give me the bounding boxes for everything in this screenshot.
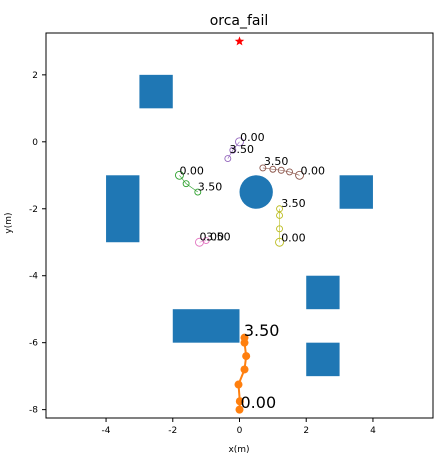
human-position-marker [295, 170, 305, 180]
x-tick-label: -2 [168, 426, 177, 436]
goal-star-marker [234, 36, 245, 46]
obstacle-rect [172, 309, 240, 343]
human-time-label: 3.50 [281, 197, 306, 210]
human-position-marker [174, 170, 184, 180]
y-tick-label: 2 [32, 71, 38, 81]
human-time-label: 3.50 [264, 155, 289, 168]
x-tick-label: 0 [237, 426, 243, 436]
human-time-label: 0.00 [281, 232, 306, 245]
human-position-marker [277, 166, 285, 174]
human-position-marker [224, 155, 232, 162]
human-position-marker [275, 237, 284, 247]
y-tick-label: -8 [29, 406, 38, 416]
x-axis-label: x(m) [228, 445, 249, 455]
x-tick-label: -4 [102, 426, 111, 436]
robot-time-label: 0.00 [241, 393, 277, 412]
human-time-label: 0.00 [199, 231, 224, 244]
x-tick-label: 2 [303, 426, 309, 436]
human-time-label: 3.50 [198, 180, 223, 193]
robot-position-marker [235, 405, 244, 414]
x-tick-label: 4 [370, 426, 376, 436]
y-tick-label: -4 [29, 272, 38, 282]
robot-position-marker [242, 352, 251, 361]
chart-title: orca_fail [210, 13, 269, 29]
human-position-marker [194, 188, 202, 196]
human-position-marker [182, 180, 190, 188]
robot-position-marker [235, 397, 244, 406]
human-time-label: 3.50 [206, 231, 231, 244]
goal-layer [234, 36, 245, 46]
y-axis-label: y(m) [4, 212, 14, 233]
human-position-marker [269, 165, 277, 173]
y-tick-label: -6 [29, 339, 38, 349]
human-position-marker [229, 146, 237, 154]
obstacle-rect [106, 175, 140, 243]
human-position-marker [276, 225, 283, 233]
y-axis-ticks: 2 0 -2 -4 -6 -8 [29, 71, 46, 416]
human-time-label: 3.50 [229, 143, 254, 156]
human-position-marker [259, 164, 267, 172]
human-position-marker [276, 212, 283, 219]
obstacle-circle [239, 175, 273, 209]
obstacle-rect [139, 74, 173, 109]
obstacles-layer [106, 74, 373, 377]
robot-position-marker [234, 380, 243, 389]
x-axis-ticks: -4 -2 0 2 4 [102, 418, 376, 436]
y-tick-label: -2 [29, 205, 38, 215]
human-position-marker [276, 205, 283, 213]
human-position-marker [286, 168, 293, 176]
human-time-label: 0.00 [301, 165, 326, 178]
human-time-label: 0.00 [240, 131, 265, 144]
human-time-label: 0.00 [179, 165, 204, 178]
robot-position-marker [240, 365, 249, 374]
robot-time-label: 3.50 [244, 321, 280, 340]
obstacle-rect [339, 175, 373, 209]
obstacle-rect [306, 275, 340, 310]
y-tick-label: 0 [32, 138, 38, 148]
obstacle-rect [306, 342, 340, 377]
robot-trajectory-layer: 0.00 3.50 [234, 321, 279, 414]
humans-layer: 0.003.500.003.500.003.500.003.500.003.50 [174, 131, 326, 247]
robot-position-marker [240, 333, 249, 342]
human-trajectory-line [179, 175, 198, 193]
human-position-marker [235, 137, 244, 147]
human-position-marker [202, 237, 210, 245]
